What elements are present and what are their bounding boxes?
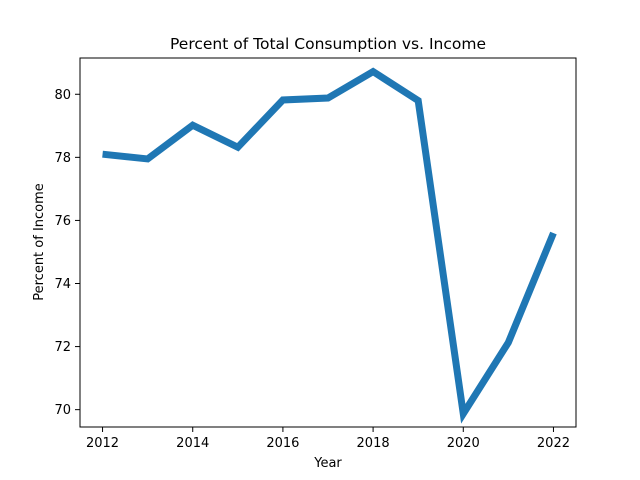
- x-tick-label: 2012: [86, 436, 119, 451]
- y-tick-label: 80: [54, 88, 71, 103]
- y-tick-label: 72: [54, 340, 71, 355]
- x-tick-label: 2016: [266, 436, 299, 451]
- x-tick-label: 2022: [537, 436, 570, 451]
- y-tick-label: 70: [54, 403, 71, 418]
- x-tick-label: 2020: [447, 436, 480, 451]
- x-axis: 2012 2014 2016 2018 2020 2022: [86, 427, 570, 451]
- plot-frame: [79, 57, 577, 428]
- plot-area: [102, 67, 557, 424]
- y-axis-label: Percent of Income: [32, 183, 47, 301]
- x-tick-label: 2014: [176, 436, 209, 451]
- y-tick-label: 78: [54, 151, 71, 166]
- y-tick-label: 74: [54, 277, 71, 292]
- x-axis-label: Year: [313, 456, 342, 471]
- x-tick-label: 2018: [357, 436, 390, 451]
- chart-title: Percent of Total Consumption vs. Income: [170, 35, 486, 53]
- y-axis: 70 72 74 76 78 80: [54, 88, 80, 418]
- series-line: [102, 67, 557, 424]
- y-tick-label: 76: [54, 214, 71, 229]
